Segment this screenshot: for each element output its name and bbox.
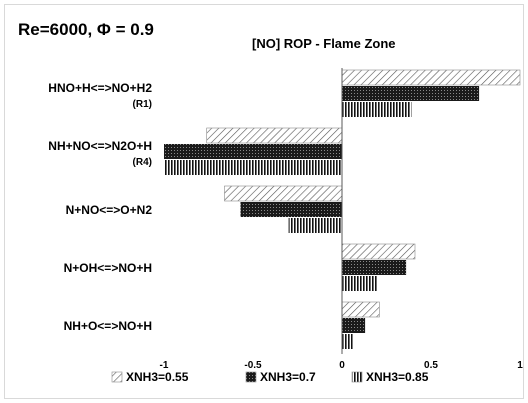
category-label-4: N+OH<=>NO+H xyxy=(64,261,152,275)
bar-2-series-3 xyxy=(164,160,342,175)
category-label-2: NH+NO<=>N2O+H xyxy=(48,139,152,153)
x-tick-label-3: 0 xyxy=(339,360,345,371)
category-label-1: HNO+H<=>NO+H2 xyxy=(48,81,152,95)
bar-2-series-1 xyxy=(206,127,343,144)
legend-swatch-1 xyxy=(111,371,123,383)
legend-label-1: XNH3=0.55 xyxy=(126,370,189,384)
category-tag-1: (R1) xyxy=(133,99,152,110)
x-tick-label-4: 0.5 xyxy=(424,360,438,371)
category-tag-2: (R4) xyxy=(133,157,152,168)
legend-label-2: XNH3=0.7 xyxy=(260,370,316,384)
x-tick-label-1: -1 xyxy=(160,360,169,371)
bar-1-series-2 xyxy=(342,86,480,101)
category-label-3: N+NO<=>O+N2 xyxy=(66,203,153,217)
bar-4-series-3 xyxy=(342,276,378,291)
bar-3-series-3 xyxy=(288,218,342,233)
x-tick-label-5: 1 xyxy=(517,360,523,371)
x-tick-label-2: -0.5 xyxy=(244,360,262,371)
category-label-5: NH+O<=>NO+H xyxy=(64,319,152,333)
condition-label: Re=6000, Φ = 0.9 xyxy=(18,20,154,39)
chart-title: [NO] ROP - Flame Zone xyxy=(252,36,396,51)
bar-1-series-1 xyxy=(341,69,521,86)
bar-1-series-3 xyxy=(342,102,412,117)
bar-4-series-1 xyxy=(341,243,416,260)
legend-label-3: XNH3=0.85 xyxy=(366,370,429,384)
chart-frame xyxy=(4,4,524,399)
bar-2-series-2 xyxy=(164,144,342,159)
bar-5-series-1 xyxy=(341,301,380,318)
bar-4-series-2 xyxy=(342,260,407,275)
bar-3-series-2 xyxy=(240,202,342,217)
bar-5-series-2 xyxy=(342,318,366,333)
legend-swatch-2 xyxy=(245,371,257,383)
bar-5-series-3 xyxy=(342,334,353,349)
legend-swatch-3 xyxy=(351,371,363,383)
bar-3-series-1 xyxy=(224,185,343,202)
